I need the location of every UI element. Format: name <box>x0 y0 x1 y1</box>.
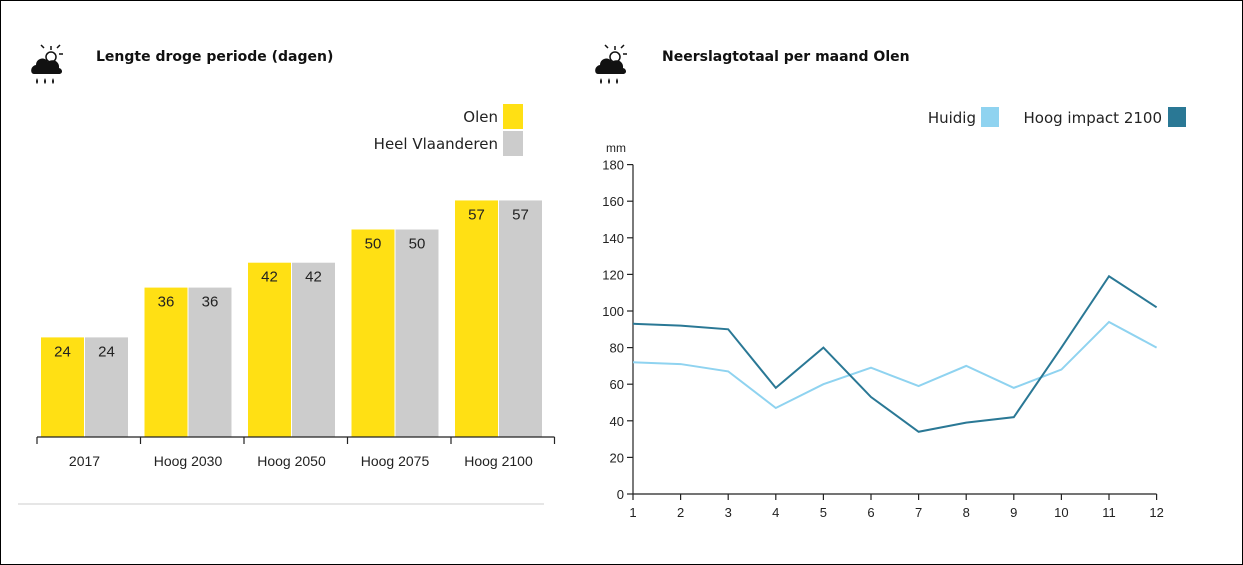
x-tick-label: Hoog 2050 <box>257 453 326 469</box>
legend-swatch-huidig <box>981 107 999 127</box>
legend-label: Olen <box>463 108 498 126</box>
right-chart-title: Neerslagtotaal per maand Olen <box>662 49 910 65</box>
x-tick-label: 12 <box>1149 505 1163 520</box>
bar-olen <box>144 287 188 437</box>
bar-value-label: 57 <box>468 206 485 223</box>
x-tick-label: 4 <box>772 505 779 520</box>
y-tick-label: 140 <box>602 231 624 246</box>
x-tick-label: 10 <box>1054 505 1068 520</box>
x-tick-label: Hoog 2030 <box>154 453 223 469</box>
bar-vlaanderen <box>188 287 232 437</box>
x-tick-label: 11 <box>1102 505 1116 520</box>
y-tick-label: 180 <box>602 158 624 173</box>
x-tick-label: 3 <box>725 505 732 520</box>
bar-vlaanderen <box>292 262 335 437</box>
bar-vlaanderen <box>499 200 542 437</box>
cloud-sun-rain-icon <box>595 44 627 84</box>
x-tick-label: 1 <box>629 505 636 520</box>
bar-vlaanderen <box>85 337 128 437</box>
bar-olen <box>455 200 498 437</box>
x-tick-label: 5 <box>820 505 827 520</box>
bar-value-label: 42 <box>261 269 278 286</box>
cloud-sun-rain-icon <box>31 44 63 84</box>
bar-olen <box>41 337 84 437</box>
legend-swatch-hoog-impact-2100 <box>1168 107 1186 127</box>
dry-period-bar-chart: Olen Heel Vlaanderen 24 24 2017 36 36 Hoog 2030… <box>18 104 556 505</box>
bar-value-label: 57 <box>512 206 529 223</box>
y-tick-label: 20 <box>610 450 624 465</box>
bar-value-label: 50 <box>409 236 426 253</box>
left-chart-title: Lengte droge periode (dagen) <box>96 49 334 65</box>
series-line-huidig <box>632 320 1158 410</box>
y-tick-label: 120 <box>602 267 624 282</box>
bar-value-label: 36 <box>158 294 175 311</box>
y-tick-label: 160 <box>602 194 624 209</box>
legend-label: Hoog impact 2100 <box>1024 109 1163 127</box>
x-tick-label: Hoog 2075 <box>361 453 430 469</box>
bar-olen <box>351 229 395 437</box>
bar-value-label: 24 <box>54 343 71 360</box>
bar-olen <box>248 262 291 437</box>
y-tick-label: 100 <box>602 304 624 319</box>
bar-value-label: 50 <box>365 236 382 253</box>
x-tick-label: Hoog 2100 <box>464 453 533 469</box>
y-tick-label: 40 <box>610 414 624 429</box>
bar-value-label: 42 <box>305 269 322 286</box>
x-tick-label: 8 <box>963 505 970 520</box>
bar-value-label: 24 <box>98 343 115 360</box>
legend-label: Heel Vlaanderen <box>374 135 498 153</box>
x-tick-label: 6 <box>867 505 874 520</box>
y-axis-unit-label: mm <box>606 141 626 155</box>
legend-swatch-olen <box>503 104 523 129</box>
bar-vlaanderen <box>395 229 439 437</box>
legend-swatch-vlaanderen <box>503 131 523 156</box>
y-tick-label: 80 <box>610 341 624 356</box>
legend-label: Huidig <box>928 109 976 127</box>
y-tick-label: 0 <box>617 487 624 502</box>
y-tick-label: 60 <box>610 377 624 392</box>
bar-value-label: 36 <box>202 294 219 311</box>
series-line-hoog-impact-2100 <box>632 274 1158 433</box>
x-tick-label: 2017 <box>69 453 100 469</box>
x-tick-label: 9 <box>1010 505 1017 520</box>
x-tick-label: 2 <box>677 505 684 520</box>
x-tick-label: 7 <box>915 505 922 520</box>
